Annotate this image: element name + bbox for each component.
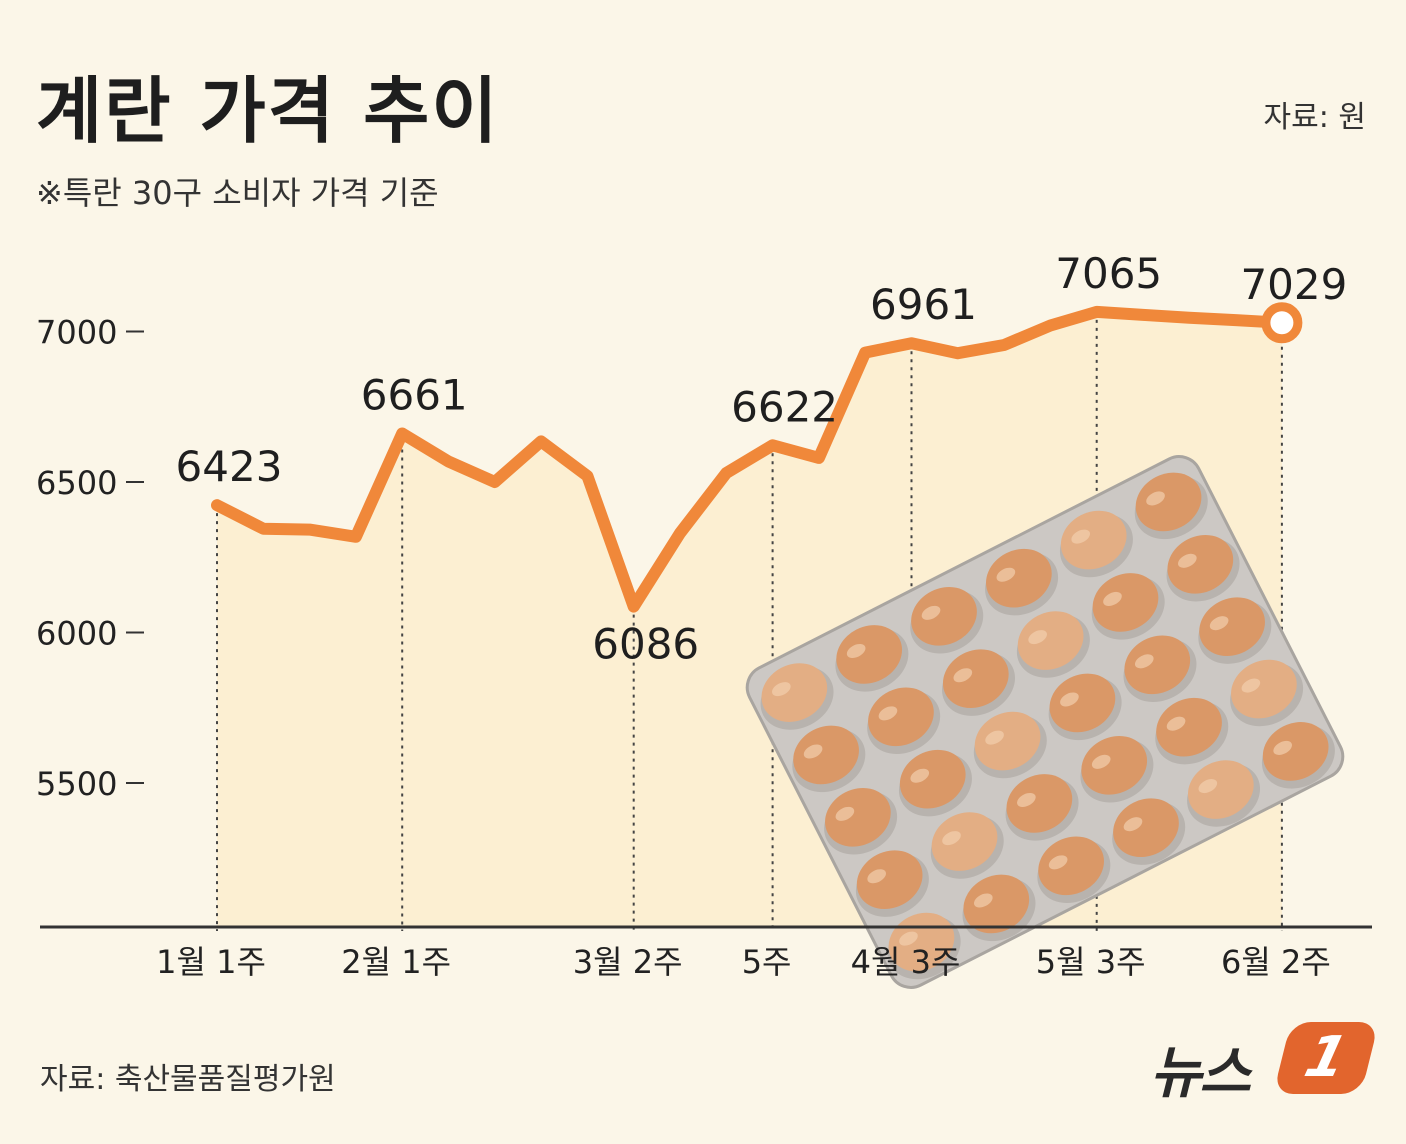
egg <box>942 649 1009 709</box>
egg <box>836 625 903 684</box>
egg-highlight <box>772 682 791 697</box>
egg-highlight <box>953 668 973 683</box>
egg-highlight <box>942 831 961 846</box>
chart-subtitle: ※특란 30구 소비자 가격 기준 <box>36 174 439 212</box>
egg-highlight <box>1166 716 1186 731</box>
egg-tray-illustration <box>745 455 1345 989</box>
end-point-marker <box>1261 302 1303 344</box>
x-tick-label: 3월 2주 <box>573 943 683 981</box>
egg-highlight <box>1048 855 1068 870</box>
x-tick-label: 5주 <box>742 943 792 981</box>
egg <box>911 586 977 646</box>
egg-highlight <box>1209 616 1229 631</box>
egg-highlight <box>899 931 918 946</box>
egg-highlight <box>1071 529 1091 544</box>
y-tick-label: 6500 <box>36 464 117 502</box>
data-label: 6086 <box>592 620 699 669</box>
egg-highlight <box>1241 678 1261 693</box>
logo-text: 뉴스 <box>1150 1041 1251 1106</box>
egg <box>1038 836 1104 896</box>
egg-highlight <box>921 605 941 620</box>
egg <box>986 548 1052 608</box>
egg-highlight <box>996 567 1016 582</box>
egg-highlight <box>1028 630 1047 645</box>
data-label: 6961 <box>870 280 977 329</box>
chart-title: 계란 가격 추이 <box>36 69 500 153</box>
egg <box>1049 673 1116 733</box>
egg <box>868 687 934 747</box>
egg <box>1187 760 1254 819</box>
data-label: 6423 <box>176 442 283 491</box>
x-tick-label: 5월 3주 <box>1036 943 1146 981</box>
egg <box>1156 697 1222 757</box>
logo-badge: 1 <box>1273 1022 1379 1094</box>
egg-highlight <box>910 768 930 783</box>
data-label: 6622 <box>731 382 838 431</box>
data-label: 7065 <box>1055 249 1162 298</box>
egg <box>856 850 923 910</box>
unit-label: 자료: 원 <box>1263 100 1366 135</box>
egg <box>1113 798 1179 858</box>
y-tick-label: 5500 <box>36 765 117 803</box>
egg <box>931 812 998 871</box>
egg <box>793 725 859 785</box>
egg-highlight <box>1103 591 1122 606</box>
egg-highlight <box>867 869 886 884</box>
egg <box>761 663 828 722</box>
egg <box>1135 472 1202 532</box>
price-series-line <box>211 305 1288 613</box>
egg <box>1006 774 1073 833</box>
egg-highlight <box>835 806 855 821</box>
y-tick-label: 7000 <box>36 314 117 352</box>
egg-highlight <box>973 893 993 908</box>
egg-highlight <box>1198 779 1218 794</box>
egg <box>1231 659 1297 719</box>
egg <box>1017 611 1084 670</box>
egg <box>1124 635 1191 695</box>
egg <box>963 874 1030 934</box>
x-tick-label: 1월 1주 <box>156 943 266 981</box>
egg-highlight <box>803 744 823 759</box>
egg-highlight <box>1273 740 1292 755</box>
egg-highlight <box>1134 654 1154 669</box>
egg <box>1262 722 1329 781</box>
data-label: 7029 <box>1240 260 1347 309</box>
data-label: 6661 <box>361 371 468 420</box>
egg-highlight <box>1060 692 1079 707</box>
x-tick-label: 4월 3주 <box>851 943 961 981</box>
egg-highlight <box>1123 817 1143 832</box>
news1-logo: 뉴스 1 <box>1150 1018 1380 1106</box>
egg-highlight <box>1091 754 1111 769</box>
egg <box>1199 597 1265 656</box>
egg <box>899 749 966 809</box>
egg <box>1092 573 1159 632</box>
egg <box>1060 510 1127 570</box>
egg-highlight <box>846 643 866 658</box>
x-tick-label: 2월 1주 <box>341 943 451 981</box>
data-source: 자료: 축산물품질평가원 <box>40 1062 336 1097</box>
egg-highlight <box>1146 491 1165 506</box>
egg <box>974 711 1041 771</box>
egg-highlight <box>985 730 1004 745</box>
egg <box>1081 735 1148 795</box>
egg-highlight <box>1017 792 1036 807</box>
x-tick-label: 6월 2주 <box>1221 943 1331 981</box>
egg <box>825 788 891 847</box>
egg-highlight <box>878 706 898 721</box>
egg-highlight <box>1178 553 1197 568</box>
egg <box>1167 534 1234 594</box>
y-tick-label: 6000 <box>36 615 117 653</box>
